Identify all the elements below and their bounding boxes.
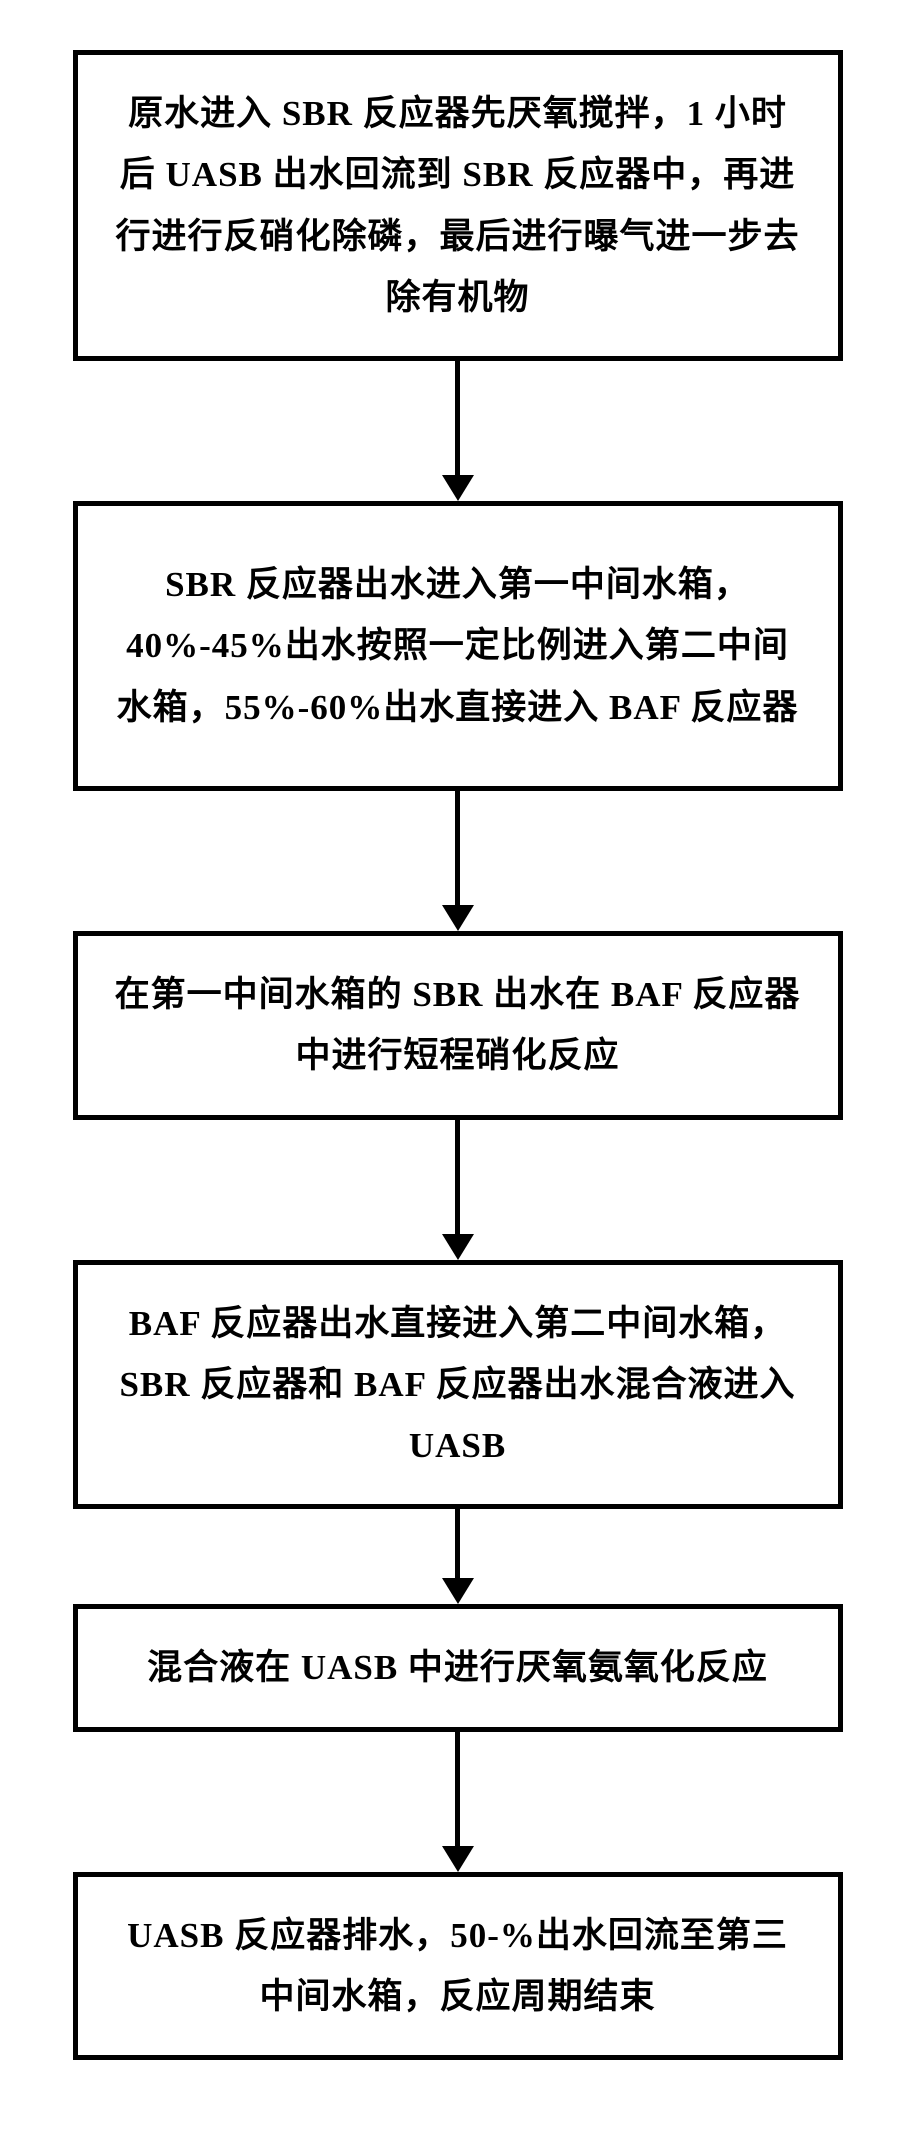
flowchart-node-2-text: SBR 反应器出水进入第一中间水箱，40%-45%出水按照一定比例进入第二中间水…	[114, 554, 802, 738]
arrow-connector-3	[442, 1120, 474, 1260]
flowchart-node-3-text: 在第一中间水箱的 SBR 出水在 BAF 反应器中进行短程硝化反应	[114, 964, 802, 1087]
flowchart-node-4-text: BAF 反应器出水直接进入第二中间水箱，SBR 反应器和 BAF 反应器出水混合…	[114, 1293, 802, 1477]
arrow-head-icon	[442, 475, 474, 501]
flowchart-node-3: 在第一中间水箱的 SBR 出水在 BAF 反应器中进行短程硝化反应	[73, 931, 843, 1120]
flowchart-node-5: 混合液在 UASB 中进行厌氧氨氧化反应	[73, 1604, 843, 1731]
arrow-line	[455, 1509, 460, 1578]
arrow-connector-5	[442, 1732, 474, 1872]
arrow-line	[455, 791, 460, 905]
flowchart-node-4: BAF 反应器出水直接进入第二中间水箱，SBR 反应器和 BAF 反应器出水混合…	[73, 1260, 843, 1510]
arrow-connector-1	[442, 361, 474, 501]
flowchart-node-5-text: 混合液在 UASB 中进行厌氧氨氧化反应	[147, 1637, 768, 1698]
flowchart-node-1-text: 原水进入 SBR 反应器先厌氧搅拌，1 小时后 UASB 出水回流到 SBR 反…	[114, 83, 802, 328]
arrow-connector-2	[442, 791, 474, 931]
arrow-line	[455, 1732, 460, 1846]
arrow-head-icon	[442, 1234, 474, 1260]
arrow-head-icon	[442, 905, 474, 931]
arrow-line	[455, 1120, 460, 1234]
flowchart-node-6-text: UASB 反应器排水，50-%出水回流至第三中间水箱，反应周期结束	[114, 1905, 802, 2028]
arrow-connector-4	[442, 1509, 474, 1604]
arrow-line	[455, 361, 460, 475]
arrow-head-icon	[442, 1846, 474, 1872]
flowchart-node-1: 原水进入 SBR 反应器先厌氧搅拌，1 小时后 UASB 出水回流到 SBR 反…	[73, 50, 843, 361]
arrow-head-icon	[442, 1578, 474, 1604]
flowchart-node-6: UASB 反应器排水，50-%出水回流至第三中间水箱，反应周期结束	[73, 1872, 843, 2061]
flowchart-node-2: SBR 反应器出水进入第一中间水箱，40%-45%出水按照一定比例进入第二中间水…	[73, 501, 843, 791]
